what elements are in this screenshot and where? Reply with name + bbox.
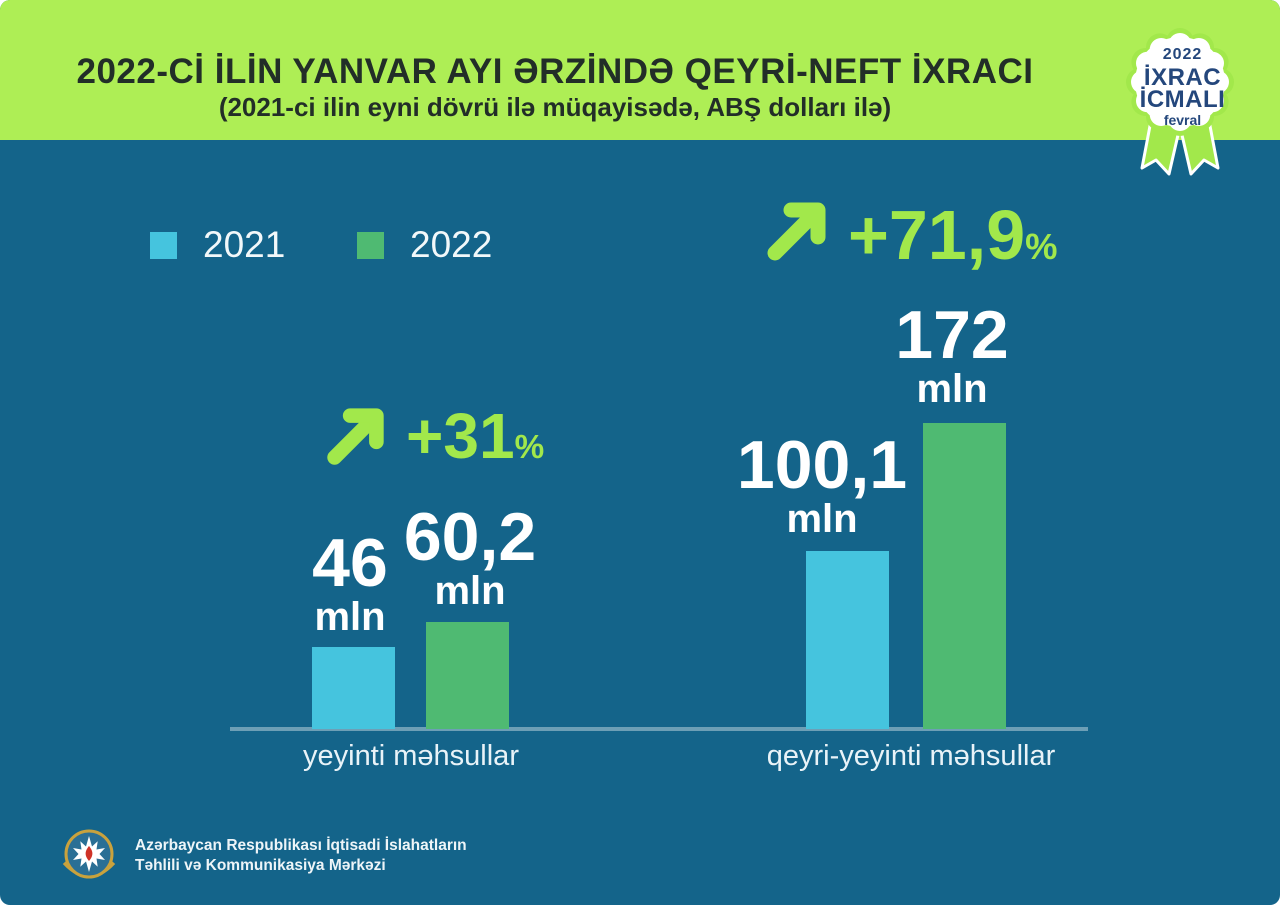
value-number: 100,1 (736, 427, 908, 504)
bar-food-2021 (312, 647, 395, 729)
value-label-nonfood-2022: 172 mln (872, 297, 1032, 411)
value-unit: mln (916, 367, 988, 411)
export-review-badge: 2022 İXRAC İCMALI fevral (1115, 10, 1250, 202)
chart-baseline (230, 727, 1088, 731)
category-label-food: yeyinti məhsullar (303, 740, 519, 772)
value-label-food-2021: 46 mln (270, 525, 430, 639)
page-subtitle: (2021-ci ilin eyni dövrü ilə müqayisədə,… (218, 92, 892, 122)
growth-number: +71,9 (848, 196, 1026, 274)
organization-name: Azərbaycan Respublikası İqtisadi İslahat… (135, 836, 467, 876)
category-label-nonfood: qeyri-yeyinti məhsullar (766, 740, 1056, 772)
growth-annotation-nonfood: +71,9% (760, 196, 1057, 270)
header-band: 2022-Cİ İLİN YANVAR AYI ƏRZİNDƏ QEYRİ-NE… (0, 0, 1280, 140)
org-line2: Təhlili və Kommunikasiya Mərkəzi (135, 857, 386, 874)
value-unit: mln (314, 595, 386, 639)
bar-food-2022 (426, 622, 509, 729)
growth-value-nonfood: +71,9% (848, 200, 1057, 270)
value-number: 172 (895, 297, 1009, 374)
legend-label-2022: 2022 (410, 224, 493, 265)
page-title: 2022-Cİ İLİN YANVAR AYI ƏRZİNDƏ QEYRİ-NE… (76, 52, 1034, 91)
badge-title-line2: İCMALI (1139, 86, 1226, 113)
value-number: 46 (312, 525, 388, 602)
bar-nonfood-2022 (923, 423, 1006, 729)
org-line1: Azərbaycan Respublikası İqtisadi İslahat… (135, 837, 467, 854)
up-right-arrow-icon (327, 408, 384, 465)
footer: Azərbaycan Respublikası İqtisadi İslahat… (57, 824, 467, 888)
azerbaijan-state-emblem-icon (62, 829, 116, 879)
up-right-arrow-icon (767, 202, 826, 261)
legend-label-2021: 2021 (203, 224, 286, 265)
legend-item-2022: 2022 (357, 224, 492, 266)
value-unit: mln (786, 497, 858, 541)
growth-number: +31 (406, 400, 515, 472)
rosette-seal-icon (1126, 28, 1234, 176)
bar-nonfood-2021 (806, 551, 889, 729)
growth-value-food: +31% (406, 404, 544, 468)
legend-swatch-2021 (150, 231, 177, 259)
value-unit: mln (434, 569, 506, 613)
legend-swatch-2022 (357, 231, 384, 259)
growth-annotation-food: +31% (320, 402, 544, 472)
badge-month: fevral (1163, 112, 1202, 128)
legend-item-2021: 2021 (150, 224, 285, 266)
value-number: 60,2 (403, 499, 537, 576)
value-label-food-2022: 60,2 mln (390, 499, 550, 613)
percent-sign: % (514, 429, 545, 466)
percent-sign: % (1025, 226, 1058, 267)
badge-year: 2022 (1162, 46, 1203, 63)
value-label-nonfood-2021: 100,1 mln (722, 427, 922, 541)
badge-title-line1: İXRAC (1143, 64, 1222, 91)
